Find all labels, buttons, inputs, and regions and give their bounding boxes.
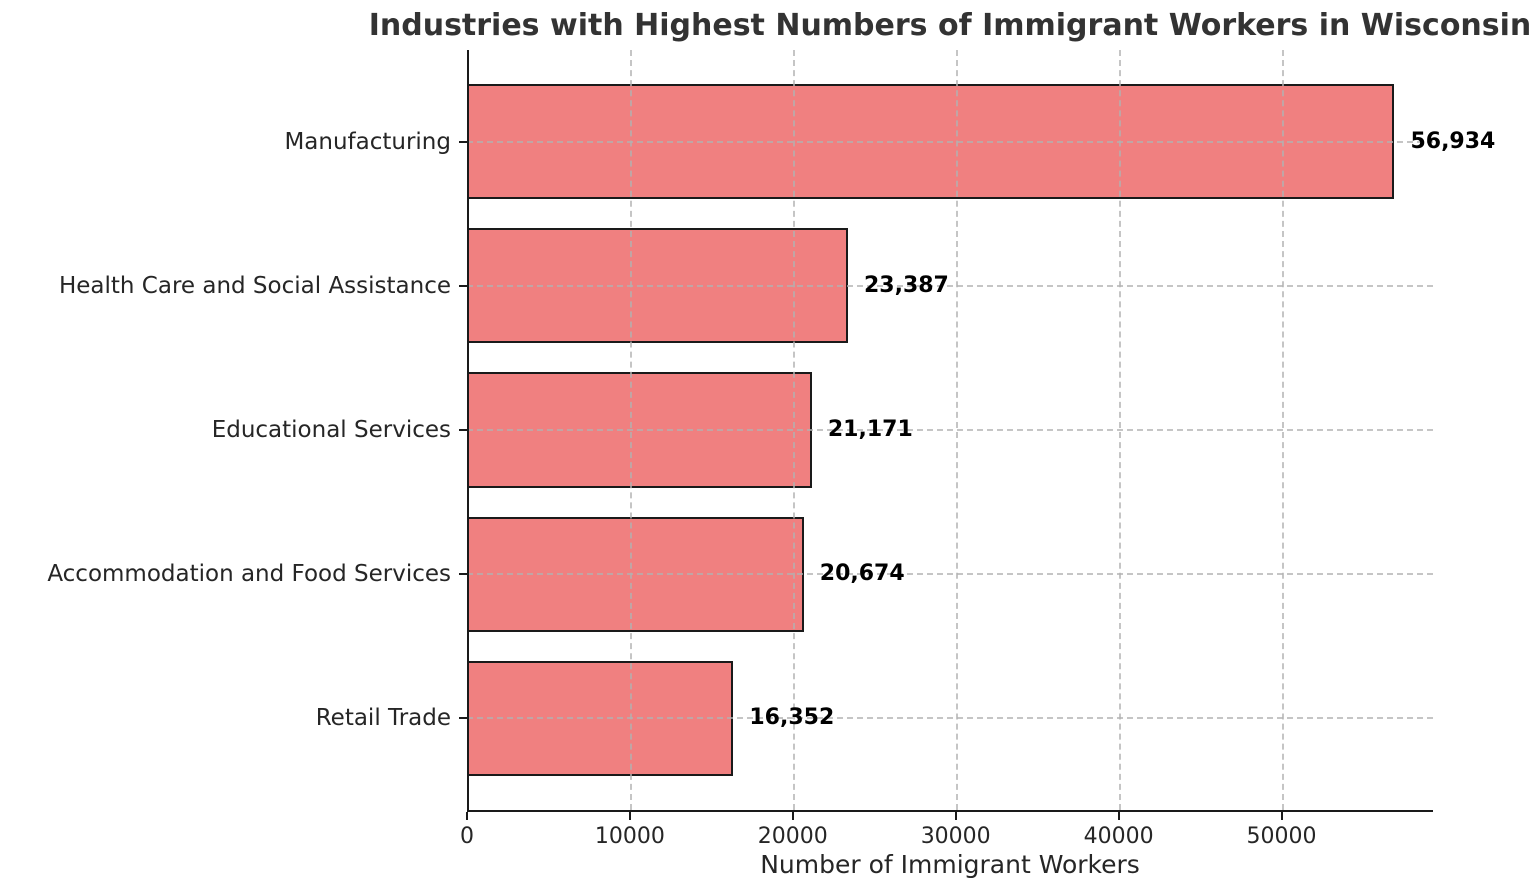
- x-tick-label: 30000: [920, 824, 991, 849]
- category-tick-label: Manufacturing: [284, 128, 451, 155]
- x-tick-mark: [1280, 812, 1283, 820]
- bar-value-label: 56,934: [1410, 128, 1496, 154]
- bar-value-label: 21,171: [827, 417, 913, 442]
- x-tick-mark: [954, 812, 957, 820]
- bar-value-label: 23,387: [863, 272, 949, 298]
- x-axis-label: Number of Immigrant Workers: [760, 850, 1140, 879]
- category-tick-label: Retail Trade: [315, 705, 451, 732]
- y-tick-mark: [459, 140, 467, 143]
- gridline-horizontal: [467, 284, 1433, 287]
- bar-value-label: 20,674: [819, 561, 905, 587]
- x-tick-mark: [791, 812, 794, 820]
- y-tick-mark: [459, 284, 467, 287]
- x-axis-spine: [467, 810, 1433, 812]
- x-tick-mark: [1117, 812, 1120, 820]
- x-tick-mark: [628, 812, 631, 820]
- y-tick-mark: [459, 429, 467, 431]
- x-tick-label: 40000: [1083, 824, 1154, 849]
- y-tick-mark: [459, 573, 467, 576]
- gridline-horizontal: [467, 140, 1433, 143]
- x-tick-mark: [466, 812, 468, 820]
- category-tick-label: Health Care and Social Assistance: [58, 272, 451, 299]
- category-tick-label: Accommodation and Food Services: [47, 561, 451, 588]
- y-tick-mark: [459, 717, 467, 720]
- bar-value-label: 16,352: [749, 705, 835, 731]
- x-tick-label: 10000: [594, 824, 665, 849]
- x-tick-label: 0: [460, 824, 474, 849]
- x-tick-label: 50000: [1246, 824, 1317, 849]
- category-tick-label: Educational Services: [211, 417, 451, 443]
- y-axis-spine: [467, 50, 469, 812]
- gridline-horizontal: [467, 573, 1433, 576]
- gridline-horizontal: [467, 429, 1433, 431]
- chart-title: Industries with Highest Numbers of Immig…: [368, 8, 1532, 43]
- x-tick-label: 20000: [757, 824, 828, 849]
- gridline-horizontal: [467, 717, 1433, 720]
